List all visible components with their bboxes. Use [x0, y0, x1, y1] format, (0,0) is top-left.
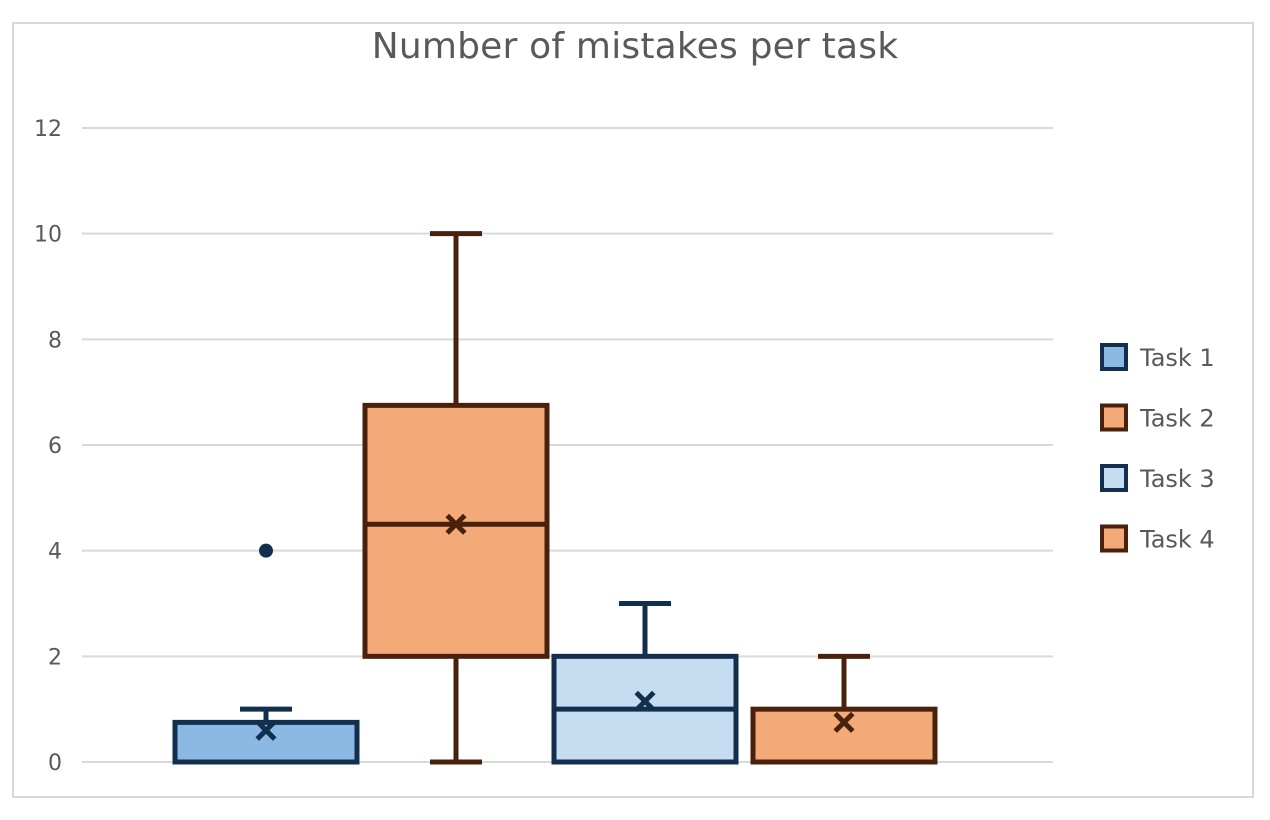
- box-body: [362, 402, 550, 659]
- chart-title: Number of mistakes per task: [371, 26, 899, 67]
- box-body: [750, 706, 938, 765]
- legend-item-3: Task 3: [1100, 464, 1215, 493]
- y-axis-tick-labels: 0 2 4 6 8 10 12: [34, 117, 62, 776]
- y-tick-label: 2: [48, 645, 62, 670]
- legend-label: Task 3: [1139, 465, 1215, 493]
- mean-marker: [255, 719, 277, 741]
- y-tick-label: 0: [48, 751, 62, 776]
- legend: Task 1 Task 2 Task 3 Task 4: [1100, 343, 1215, 554]
- legend-swatch: [1100, 343, 1128, 371]
- legend-swatch: [1100, 524, 1128, 553]
- mean-marker: [833, 711, 855, 733]
- legend-item-4: Task 4: [1100, 524, 1215, 554]
- y-tick-label: 8: [48, 328, 62, 353]
- box-4: [750, 653, 938, 765]
- box-1: [172, 543, 360, 765]
- y-tick-label: 10: [34, 223, 62, 248]
- y-tick-label: 4: [48, 540, 62, 565]
- legend-label: Task 2: [1139, 405, 1215, 433]
- boxes: [172, 231, 938, 765]
- mean-marker: [445, 513, 467, 535]
- legend-swatch: [1100, 464, 1128, 492]
- y-tick-label: 12: [34, 117, 62, 142]
- legend-label: Task 4: [1139, 526, 1215, 554]
- legend-item-1: Task 1: [1100, 343, 1215, 372]
- outlier-point: [259, 543, 273, 558]
- box-2: [362, 231, 550, 765]
- mean-marker: [634, 690, 656, 712]
- gridlines: [82, 127, 1053, 763]
- y-tick-label: 6: [48, 434, 62, 459]
- legend-swatch: [1100, 403, 1128, 432]
- legend-label: Task 1: [1139, 344, 1215, 372]
- legend-item-2: Task 2: [1100, 403, 1215, 433]
- box-3: [551, 601, 739, 765]
